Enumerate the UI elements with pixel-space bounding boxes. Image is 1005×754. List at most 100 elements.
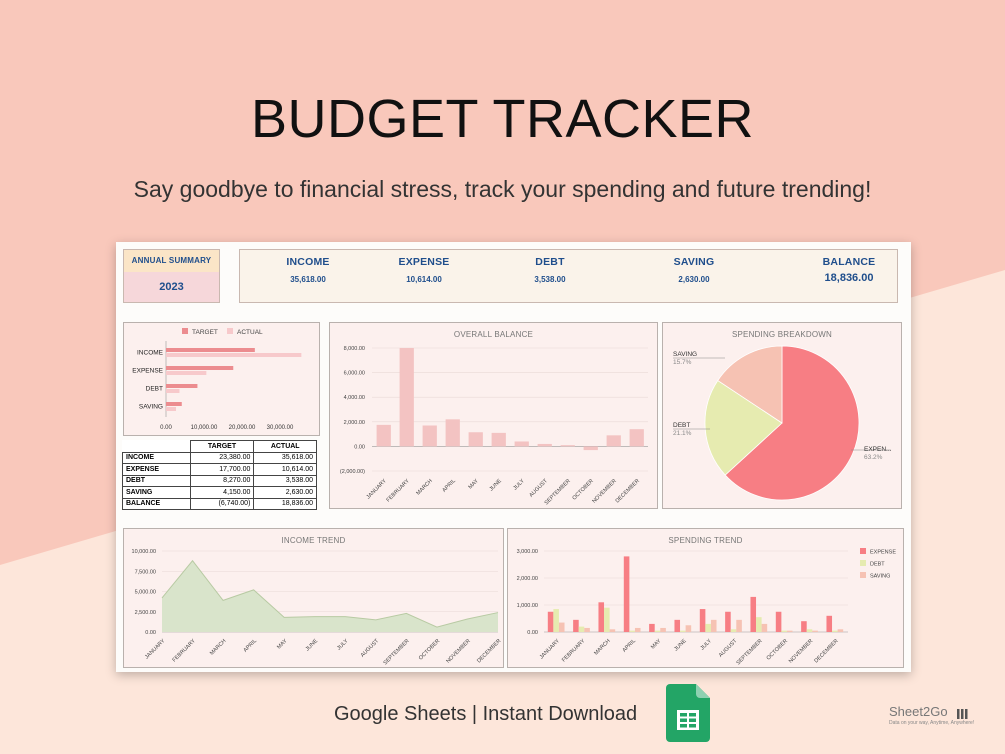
x-tick-label: APRIL (622, 638, 637, 653)
table-row: SAVING 4,150.00 2,630.00 (122, 486, 317, 499)
annual-summary-label: ANNUAL SUMMARY (124, 250, 219, 272)
x-tick-label: DECEMBER (813, 638, 839, 664)
x-tick-label: JUNE (305, 638, 320, 653)
y-tick-label: 0.00 (354, 444, 365, 450)
summary-saving: SAVING 2,630.00 (634, 256, 754, 284)
category-label: EXPENSE (132, 368, 163, 375)
y-tick-label: 4,000.00 (344, 395, 365, 401)
brand-bars-icon (957, 709, 968, 719)
spend-bar-expense (775, 611, 782, 632)
summary-value: 3,538.00 (534, 275, 566, 284)
x-tick-label: JULY (512, 478, 526, 492)
spend-bar-expense (674, 619, 681, 632)
legend-swatch (860, 548, 866, 554)
table-row: DEBT 8,270.00 3,538.00 (122, 474, 317, 487)
spend-bar-debt (705, 623, 711, 632)
spend-bar-expense (649, 623, 655, 632)
y-tick-label: (2,000.00) (340, 469, 365, 475)
x-tick-label: JUNE (673, 638, 688, 653)
x-tick-label: JULY (700, 638, 714, 652)
table-cell-actual: 3,538.00 (253, 474, 317, 487)
x-tick-label: DECEMBER (476, 638, 502, 664)
x-tick-label: DECEMBER (615, 478, 641, 504)
pie-slice-name: DEBT (673, 422, 690, 429)
y-tick-label: 1,000.00 (517, 603, 538, 609)
google-sheets-icon (666, 684, 710, 742)
summary-label: BALANCE (822, 256, 876, 268)
summary-label: DEBT (535, 256, 565, 268)
legend-swatch (860, 572, 866, 578)
spend-bar-debt (553, 609, 559, 632)
spend-bar-expense (699, 609, 706, 632)
summary-balance: BALANCE 18,836.00 (789, 256, 909, 284)
table-header-target: TARGET (189, 440, 255, 453)
bar-target (166, 402, 182, 406)
legend-label: SAVING (870, 574, 890, 580)
pie-slice-percent: 21.1% (673, 430, 692, 437)
x-tick-label: FEBRUARY (386, 478, 412, 504)
x-tick-label: 10,000.00 (191, 425, 218, 431)
summary-bar: INCOME 35,618.00 EXPENSE 10,614.00 DEBT … (239, 249, 898, 303)
x-tick-label: NOVEMBER (788, 638, 815, 665)
spend-bar-saving (685, 625, 692, 632)
spending-breakdown-title: SPENDING BREAKDOWN (731, 330, 833, 339)
page-subtitle: Say goodbye to financial stress, track y… (133, 176, 872, 202)
page-title: BUDGET TRACKER (250, 89, 755, 149)
brand-name: Sheet2Go (889, 704, 948, 719)
x-tick-label: 20,000.00 (229, 425, 256, 431)
spend-bar-debt (629, 630, 635, 632)
bar-target (166, 348, 255, 352)
x-tick-label: JUNE (489, 478, 504, 493)
spend-bar-debt (781, 630, 787, 632)
bar-actual (166, 353, 302, 357)
bar-actual (166, 371, 207, 375)
legend-label: EXPENSE (870, 550, 896, 556)
bar-actual (166, 389, 180, 393)
table-header-actual: ACTUAL (253, 440, 317, 453)
legend-label: DEBT (870, 562, 885, 568)
x-tick-label: 30,000.00 (267, 425, 294, 431)
x-tick-label: JANUARY (366, 478, 389, 501)
table-header-row: TARGET ACTUAL (123, 440, 317, 453)
x-tick-label: APRIL (243, 638, 258, 653)
summary-expense: EXPENSE 10,614.00 (364, 256, 484, 284)
spend-bar-saving (812, 630, 818, 632)
overall-balance-panel: OVERALL BALANCE (2,000.00) 0.00 2,000.00 4,… (329, 322, 658, 509)
x-tick-label: MAY (468, 478, 481, 491)
spend-bar-expense (573, 619, 579, 632)
spend-bar-debt (680, 630, 686, 632)
summary-label: SAVING (673, 256, 715, 268)
pie-slice (724, 345, 860, 501)
y-tick-label: 6,000.00 (344, 371, 365, 377)
spend-bar-debt (832, 630, 838, 632)
legend-swatch (860, 560, 866, 566)
y-tick-label: 0.00 (527, 630, 538, 636)
x-tick-label: OCTOBER (572, 478, 595, 501)
table-header-blank (123, 441, 191, 453)
spending-trend-title: SPENDING TREND (668, 536, 743, 545)
spend-bar-debt (578, 626, 585, 632)
table-cell-target: (6,740.00) (189, 497, 255, 510)
bar-target (166, 384, 198, 388)
table-cell-category: SAVING (122, 486, 191, 499)
income-trend-panel: INCOME TREND 0.00 2,500.00 5,000.00 7,500.0… (123, 528, 504, 668)
balance-bar (583, 446, 598, 451)
balance-bar (468, 432, 483, 447)
table-cell-actual: 35,618.00 (253, 451, 317, 464)
y-tick-label: 2,000.00 (517, 576, 538, 582)
income-trend-title: INCOME TREND (281, 536, 346, 545)
spending-trend-panel: SPENDING TREND 0.00 1,000.00 2,000.00 3,000… (507, 528, 904, 668)
category-label: INCOME (137, 350, 164, 357)
balance-bar (422, 425, 437, 447)
annual-summary-box: ANNUAL SUMMARY 2023 (123, 249, 220, 303)
table-cell-target: 17,700.00 (189, 463, 255, 476)
category-label: DEBT (146, 386, 163, 393)
spend-bar-saving (634, 627, 641, 632)
x-tick-label: MAY (276, 638, 289, 651)
table-cell-category: BALANCE (122, 497, 191, 510)
balance-bar (376, 424, 391, 447)
table-cell-target: 4,150.00 (189, 486, 255, 499)
x-tick-label: FEBRUARY (172, 638, 198, 664)
spend-bar-expense (598, 602, 605, 632)
